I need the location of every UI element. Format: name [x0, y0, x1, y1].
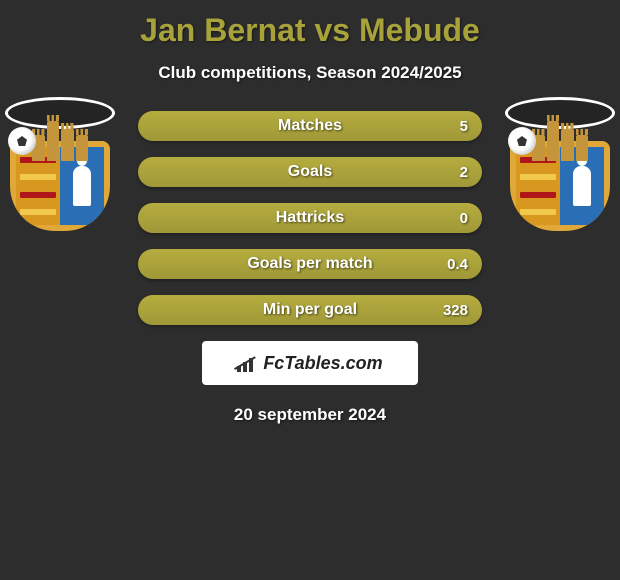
- stat-label: Hattricks: [138, 209, 482, 227]
- page-title: Jan Bernat vs Mebude: [0, 0, 620, 49]
- player-left-badge: [5, 97, 115, 231]
- stat-bar: Matches 5: [138, 111, 482, 141]
- brand-text: FcTables.com: [263, 353, 382, 374]
- stat-value-right: 0.4: [447, 256, 468, 273]
- stat-bar: Goals per match 0.4: [138, 249, 482, 279]
- club-crest-left: [10, 141, 110, 231]
- stat-value-right: 328: [443, 302, 468, 319]
- stat-bar: Min per goal 328: [138, 295, 482, 325]
- stat-value-right: 5: [460, 118, 468, 135]
- comparison-panel: Matches 5 Goals 2 Hattricks 0 Goals per …: [0, 111, 620, 425]
- ball-icon: [508, 127, 536, 155]
- stat-label: Matches: [138, 117, 482, 135]
- stat-label: Goals: [138, 163, 482, 181]
- ball-icon: [8, 127, 36, 155]
- stat-label: Min per goal: [138, 301, 482, 319]
- stat-value-right: 0: [460, 210, 468, 227]
- subtitle: Club competitions, Season 2024/2025: [0, 63, 620, 83]
- stat-label: Goals per match: [138, 255, 482, 273]
- chart-icon: [237, 354, 259, 372]
- club-crest-right: [510, 141, 610, 231]
- player-right-badge: [505, 97, 615, 231]
- stat-value-right: 2: [460, 164, 468, 181]
- date-text: 20 september 2024: [0, 405, 620, 425]
- stat-bar: Goals 2: [138, 157, 482, 187]
- stats-bars: Matches 5 Goals 2 Hattricks 0 Goals per …: [138, 111, 482, 325]
- brand-badge: FcTables.com: [202, 341, 418, 385]
- stat-bar: Hattricks 0: [138, 203, 482, 233]
